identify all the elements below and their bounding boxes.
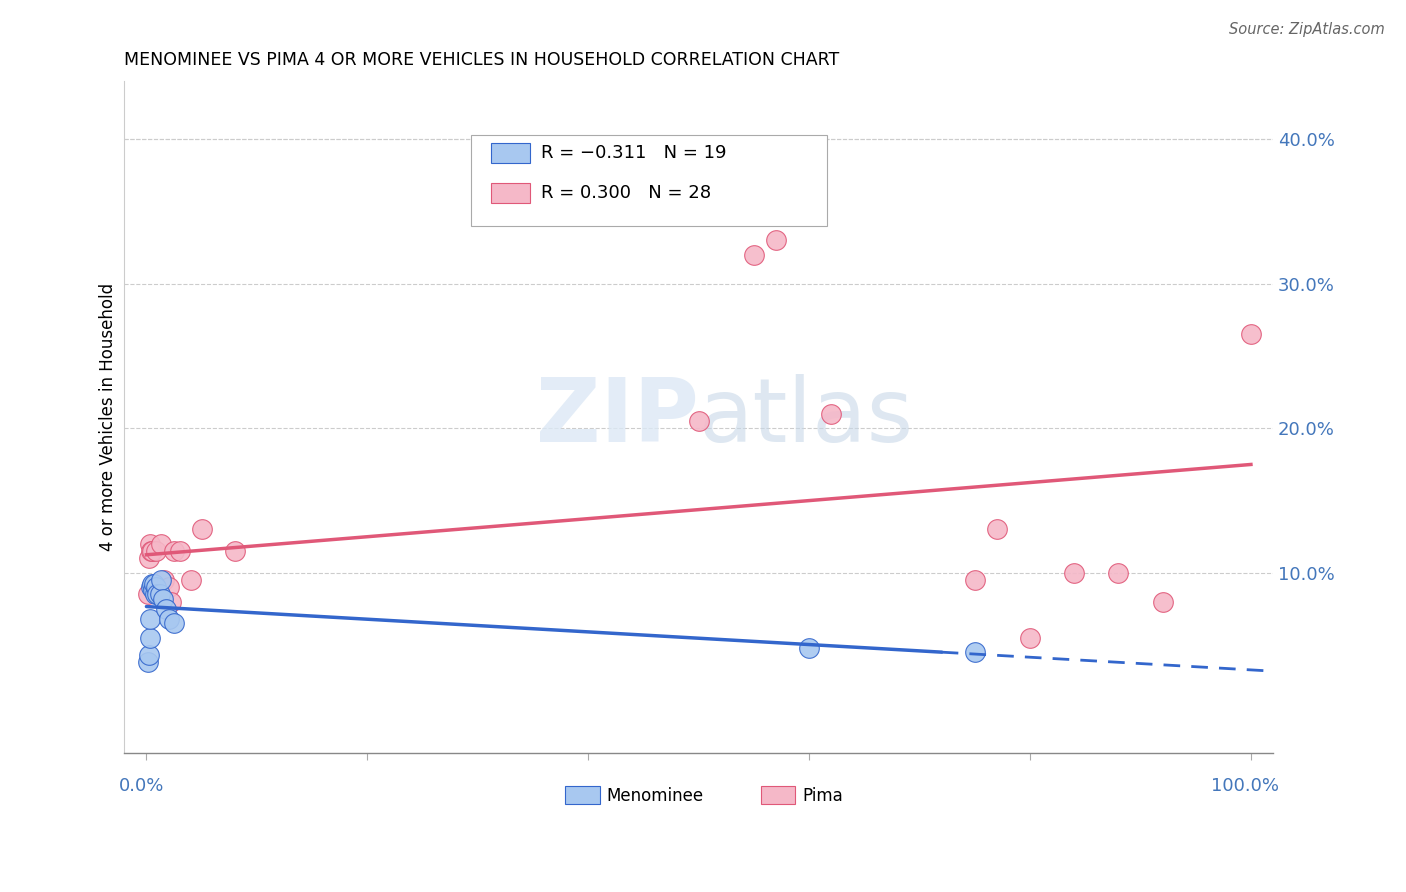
Point (986, 522, 1008, 536)
Point (1063, 566, 1085, 580)
Point (1019, 631, 1042, 645)
Point (149, 573, 172, 587)
Text: R = 0.300   N = 28: R = 0.300 N = 28 (541, 184, 711, 202)
Point (138, 612, 160, 626)
Point (139, 580, 162, 594)
Point (1107, 566, 1129, 580)
Point (143, 577, 166, 591)
Point (1152, 594, 1174, 608)
Y-axis label: 4 or more Vehicles in Household: 4 or more Vehicles in Household (100, 284, 117, 551)
Point (138, 537, 160, 551)
Text: MENOMINEE VS PIMA 4 OR MORE VEHICLES IN HOUSEHOLD CORRELATION CHART: MENOMINEE VS PIMA 4 OR MORE VEHICLES IN … (124, 51, 839, 69)
Point (146, 587, 169, 601)
Text: Menominee: Menominee (607, 787, 704, 805)
Point (149, 537, 172, 551)
Text: ZIP: ZIP (536, 374, 699, 461)
Point (138, 551, 160, 566)
Point (169, 544, 191, 558)
Text: Pima: Pima (801, 787, 842, 805)
Point (142, 583, 165, 598)
Point (190, 522, 212, 536)
Text: Source: ZipAtlas.com: Source: ZipAtlas.com (1229, 22, 1385, 37)
Point (145, 544, 167, 558)
Point (145, 580, 167, 594)
Point (138, 648, 160, 662)
Point (139, 544, 162, 558)
Text: R = −0.311   N = 19: R = −0.311 N = 19 (541, 144, 727, 161)
Point (1240, 327, 1263, 342)
Text: atlas: atlas (699, 374, 914, 461)
FancyBboxPatch shape (471, 135, 827, 226)
Point (143, 583, 166, 598)
Point (797, 640, 820, 655)
Point (155, 602, 177, 616)
Point (765, 233, 787, 247)
Point (152, 591, 174, 606)
Point (141, 544, 163, 558)
Point (163, 544, 186, 558)
Point (153, 573, 176, 587)
Point (136, 656, 159, 670)
Point (963, 573, 986, 587)
Text: 0.0%: 0.0% (118, 777, 165, 795)
Point (688, 414, 710, 428)
Point (157, 612, 180, 626)
Point (136, 587, 159, 601)
Point (157, 580, 180, 594)
FancyBboxPatch shape (565, 787, 600, 805)
Point (180, 573, 202, 587)
Point (141, 577, 163, 591)
Point (742, 248, 765, 262)
Point (163, 616, 186, 631)
FancyBboxPatch shape (491, 143, 530, 162)
Point (148, 583, 170, 598)
Point (159, 594, 181, 608)
Point (149, 587, 172, 601)
Point (143, 587, 166, 601)
Point (963, 645, 986, 659)
Point (820, 407, 842, 421)
FancyBboxPatch shape (491, 183, 530, 203)
Text: 100.0%: 100.0% (1211, 777, 1279, 795)
FancyBboxPatch shape (761, 787, 796, 805)
Point (224, 544, 246, 558)
Point (138, 631, 160, 645)
